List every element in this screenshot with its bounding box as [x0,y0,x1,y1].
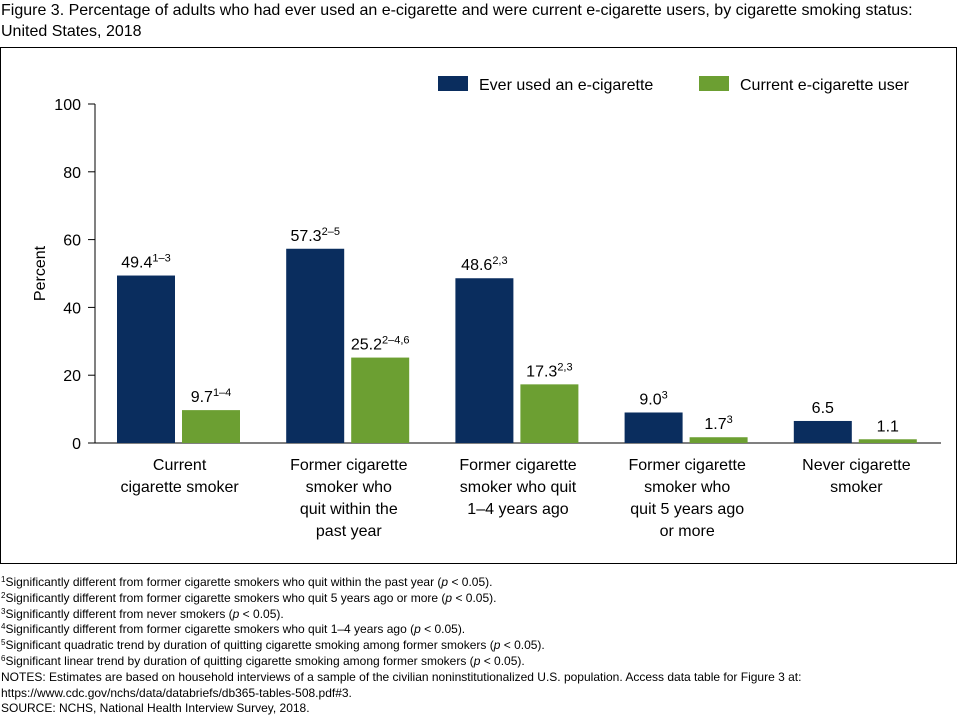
data-label: 17.32,3 [526,361,572,380]
bar-current-user [858,439,917,443]
notes-section: 1Significantly different from former cig… [1,575,956,717]
bar-ever-used [455,278,514,443]
category-label: Former cigarette smoker who quit 1–4 years… [459,457,576,518]
category-label: Current cigarette smoker [120,457,239,496]
bar-current-user [351,357,410,443]
y-tick-label: 0 [72,436,81,453]
legend-swatch [699,76,729,91]
footnote-marker: 4 [1,622,6,632]
data-label: 9.71–4 [191,387,232,406]
footnote-4: 4Significantly different from former cig… [1,622,466,637]
bar-current-user [689,437,748,443]
category-label: Never cigarette smoker [802,457,911,496]
legend-label: Ever used an e-cigarette [479,77,653,94]
bar-ever-used [117,275,175,443]
y-tick-label: 80 [63,165,81,182]
footnote-1: 1Significantly different from former cig… [1,575,493,589]
data-label: 57.32–5 [290,226,340,245]
footnote-marker: 2 [1,590,6,600]
notes-url: https://www.cdc.gov/nchs/data/databriefs… [1,685,352,700]
y-tick-label: 20 [63,368,81,385]
bar-ever-used [624,412,683,443]
footnote-marker: 3 [1,606,6,616]
category-label: Former cigarette smoker who quit within th… [290,457,407,540]
footnote-2: 2Significantly different from former cig… [1,590,497,605]
bar-chart: 0 20 40 60 80 100 Percent Ever used an e-cigare… [32,76,941,540]
y-tick-label: 60 [63,233,81,250]
source-text: SOURCE: NCHS, National Health Interview … [1,701,310,716]
footnote-3: 3Significantly different from never smok… [1,606,284,621]
footnote-marker: 5 [1,638,6,648]
notes-text: NOTES: Estimates are based on household … [1,669,802,684]
bar-current-user [520,384,579,443]
bar-ever-used [793,420,852,443]
category-label: Former cigarette smoker who quit 5 years a… [629,457,746,540]
footnote-marker: 6 [1,653,6,663]
footnote-5: 5Significant quadratic trend by duration… [1,638,545,653]
y-tick-label: 100 [54,97,81,114]
footnote-marker: 1 [1,575,6,584]
bar-current-user [182,410,240,443]
chart-frame: 0 20 40 60 80 100 Percent Ever used an e-cigare… [0,47,957,564]
y-axis-label: Percent [32,245,49,301]
data-label: 25.22–4,6 [351,335,410,354]
legend-label: Current e-cigarette user [740,77,910,94]
figure-title: Figure 3. Percentage of adults who had e… [1,2,913,40]
y-tick-label: 40 [63,300,81,317]
footnote-list: 1Significantly different from former cig… [1,575,956,670]
data-label: 1.1 [877,418,899,435]
data-label: 1.73 [704,414,732,433]
data-label: 9.03 [639,389,667,408]
bar-ever-used [286,248,345,443]
data-label: 48.62,3 [461,255,507,274]
data-label: 6.5 [812,400,834,417]
legend-swatch [438,76,468,91]
footnote-6: 6Significant linear trend by duration of… [1,653,525,668]
data-label: 49.41–3 [121,253,171,272]
